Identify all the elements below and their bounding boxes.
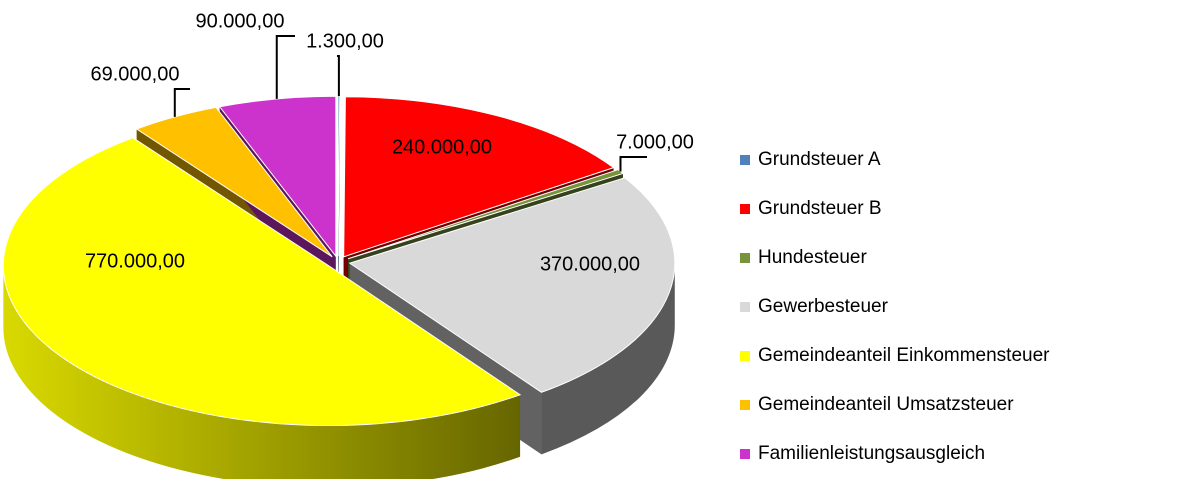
value-label: 69.000,00: [91, 63, 180, 85]
legend-label: Grundsteuer B: [758, 198, 882, 219]
legend-label: Familienleistungsausgleich: [758, 443, 985, 464]
value-label: 1.300,00: [306, 30, 384, 52]
slice: [348, 177, 676, 393]
value-label: 240.000,00: [392, 136, 492, 158]
legend-label: Gewerbesteuer: [758, 296, 889, 317]
slice: [218, 95, 337, 258]
pie-tops: [2, 95, 676, 427]
legend-label: Gemeindeanteil Umsatzsteuer: [758, 394, 1014, 415]
slice: [135, 106, 333, 258]
slice-wall: [541, 263, 675, 455]
slice-wall: [3, 265, 521, 479]
value-label: 370.000,00: [540, 253, 640, 275]
legend-swatch: [740, 302, 750, 312]
legend-swatch: [740, 351, 750, 361]
legend-swatch: [740, 253, 750, 263]
legend-swatch: [740, 204, 750, 214]
slice: [343, 96, 615, 258]
legend: Grundsteuer A Grundsteuer B Hundesteuer Gew…: [740, 149, 1050, 464]
value-label: 90.000,00: [196, 10, 285, 32]
value-labels: 1.300,00 240.000,00 7.000,00 370.000,00 770.…: [85, 10, 694, 275]
slice: [2, 137, 522, 427]
value-label: 7.000,00: [616, 131, 694, 153]
legend-label: Gemeindeanteil Einkommensteuer: [758, 345, 1050, 366]
value-label: 770.000,00: [85, 250, 185, 272]
leader-line: [275, 35, 295, 99]
legend-label: Hundesteuer: [758, 247, 867, 268]
legend-swatch: [740, 400, 750, 410]
legend-swatch: [740, 449, 750, 459]
legend-swatch: [740, 155, 750, 165]
leader-line: [337, 55, 340, 97]
leader-line: [173, 88, 190, 117]
legend-label: Grundsteuer A: [758, 149, 881, 170]
leader-line: [619, 156, 647, 172]
